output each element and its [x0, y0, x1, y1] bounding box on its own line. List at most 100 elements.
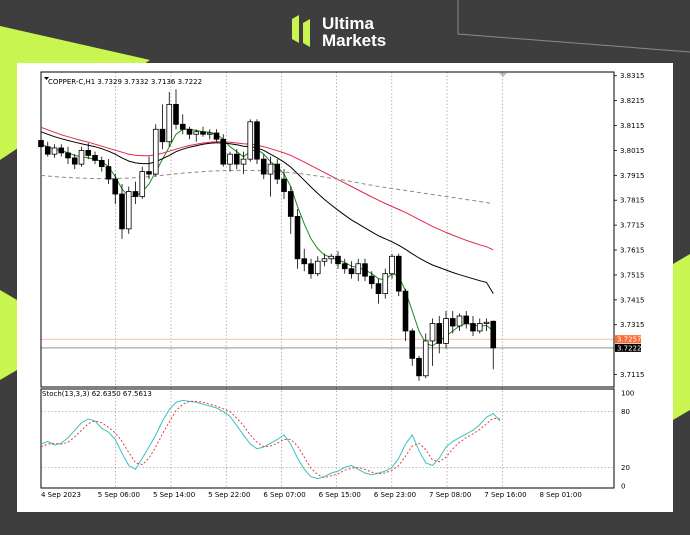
- candle-body: [44, 146, 51, 155]
- candle-body: [65, 152, 71, 159]
- time-axis-label: 5 Sep 14:00: [153, 491, 195, 499]
- moving-average-layer: [40, 126, 494, 347]
- candle-body: [429, 323, 436, 342]
- price-axis-label: 3.7915: [620, 172, 645, 180]
- candle-body: [382, 273, 389, 295]
- candle-body: [395, 255, 402, 292]
- shift-marker-icon: [499, 73, 507, 77]
- price-axis-label: 3.7815: [620, 197, 645, 205]
- candle-body: [443, 318, 449, 344]
- candle-body: [173, 103, 179, 125]
- candle-body: [409, 330, 416, 359]
- candle-body: [321, 258, 328, 262]
- time-axis-label: 6 Sep 15:00: [319, 491, 361, 499]
- price-axis-label: 3.7515: [620, 271, 645, 279]
- time-axis-label: 8 Sep 01:00: [540, 491, 582, 499]
- candle-body: [220, 138, 227, 165]
- candle-body: [92, 155, 98, 161]
- candle-body: [294, 216, 301, 260]
- candle-body: [78, 150, 85, 165]
- candle-body: [267, 163, 274, 175]
- grid-layer: [41, 72, 615, 488]
- candle-body: [38, 140, 44, 148]
- candle-body: [71, 157, 78, 165]
- stochastic-d-line: [40, 400, 501, 479]
- stochastic-layer: [40, 399, 501, 480]
- brand-header: Ultima Markets: [0, 0, 690, 60]
- candle-body: [132, 191, 139, 197]
- candle-body: [260, 158, 267, 175]
- ultima-markets-logo-icon: [292, 15, 310, 47]
- brand-name-line2: Markets: [322, 31, 387, 50]
- candle-body: [227, 153, 233, 165]
- candle-body: [463, 315, 470, 324]
- time-axis-label: 5 Sep 06:00: [98, 491, 140, 499]
- moving-average-line: [40, 126, 494, 251]
- candle-body: [402, 290, 409, 332]
- candle-body: [436, 323, 443, 344]
- price-axis-label: 3.7715: [620, 222, 645, 230]
- stochastic-axis-label: 80: [621, 408, 630, 416]
- stochastic-axis-label: 100: [621, 390, 634, 398]
- candle-body: [348, 268, 355, 275]
- candle-body: [449, 318, 456, 327]
- stochastic-label: Stoch(13,3,3) 62.6350 67.5613: [42, 390, 152, 398]
- candle-body: [362, 263, 368, 277]
- candle-body: [58, 147, 65, 154]
- price-axis-label: 3.8015: [620, 147, 645, 155]
- text-layer: COPPER-C,H1 3.7329 3.7332 3.7136 3.7222 …: [41, 72, 645, 499]
- brand-name-line1: Ultima: [322, 14, 374, 33]
- chart-canvas: COPPER-C,H1 3.7329 3.7332 3.7136 3.7222 …: [38, 71, 645, 499]
- stochastic-k-line: [40, 399, 501, 480]
- candle-body: [85, 150, 92, 156]
- price-axis-label: 3.8315: [620, 72, 645, 80]
- price-axis-label: 3.8215: [620, 97, 645, 105]
- candle-body: [200, 131, 206, 135]
- candles-layer: [38, 89, 497, 381]
- candle-body: [247, 121, 254, 160]
- candle-body: [341, 263, 348, 270]
- candle-body: [375, 283, 382, 295]
- candle-body: [51, 147, 58, 155]
- candle-body: [416, 357, 422, 377]
- candle-body: [213, 132, 220, 140]
- candle-body: [470, 323, 476, 332]
- candle-body: [105, 166, 112, 180]
- candle-body: [166, 103, 173, 143]
- candle-body: [112, 178, 119, 195]
- menu-triangle-icon: [44, 77, 49, 80]
- candle-body: [152, 128, 159, 175]
- moving-average-line: [40, 131, 494, 294]
- candle-body: [308, 263, 314, 275]
- candle-body: [389, 255, 395, 275]
- candle-body: [355, 263, 362, 275]
- moving-average-line: [40, 169, 494, 205]
- candle-body: [193, 131, 200, 135]
- candle-body: [254, 121, 260, 160]
- candle-body: [146, 171, 152, 175]
- price-axis-label: 3.7315: [620, 321, 645, 329]
- candle-body: [335, 255, 341, 265]
- time-axis-label: 7 Sep 16:00: [484, 491, 526, 499]
- stochastic-axis-label: 0: [621, 483, 625, 491]
- candle-body: [274, 163, 281, 180]
- stochastic-panel-frame: [40, 388, 615, 489]
- candle-body: [490, 320, 497, 349]
- time-axis-label: 4 Sep 2023: [41, 491, 81, 499]
- candle-body: [179, 123, 186, 130]
- price-axis-label: 3.8115: [620, 122, 645, 130]
- price-panel-frame: [40, 71, 615, 388]
- candle-body: [98, 159, 105, 168]
- price-axis-label: 3.7415: [620, 296, 645, 304]
- candle-body: [186, 128, 193, 135]
- price-tag: [615, 335, 641, 344]
- candle-body: [328, 255, 335, 260]
- candle-body: [240, 158, 247, 165]
- time-axis-label: 5 Sep 22:00: [208, 491, 250, 499]
- time-axis-label: 6 Sep 23:00: [374, 491, 416, 499]
- candle-body: [287, 191, 294, 217]
- accent-stripe-bottom-left: [0, 290, 17, 380]
- symbol-header: COPPER-C,H1 3.7329 3.7332 3.7136 3.7222: [48, 78, 202, 86]
- price-tag: [615, 343, 641, 352]
- candle-body: [281, 178, 287, 192]
